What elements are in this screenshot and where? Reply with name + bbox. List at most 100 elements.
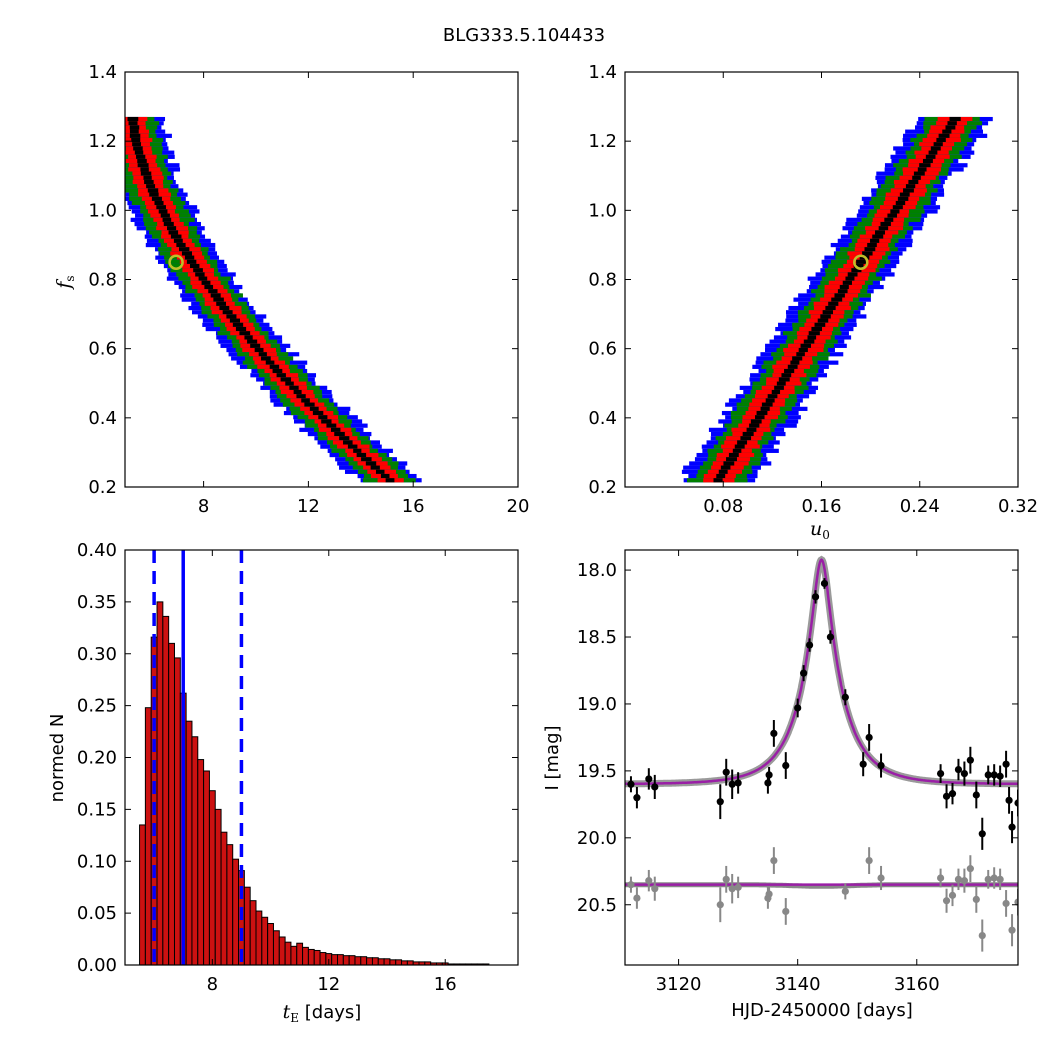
heatmap-cell-black bbox=[222, 310, 233, 315]
heatmap-cell-black bbox=[347, 444, 358, 449]
heatmap-cell-black bbox=[837, 289, 848, 294]
heatmap-cell-black bbox=[156, 205, 166, 210]
heatmap-cell-black bbox=[134, 150, 144, 155]
heatmap-cell-black bbox=[334, 431, 345, 437]
heatmap-cell-black bbox=[189, 263, 200, 269]
histogram-bar bbox=[371, 957, 379, 966]
data-point bbox=[942, 792, 951, 800]
y-tick-label: 0.00 bbox=[77, 955, 117, 976]
heatmap-cell-black bbox=[811, 326, 823, 332]
heatmap-cell-black bbox=[154, 200, 164, 206]
heatmap-cell-black bbox=[949, 116, 961, 122]
heatmap-cell-black bbox=[385, 478, 395, 483]
heatmap-cell-black bbox=[856, 259, 866, 264]
residual-point bbox=[996, 875, 1004, 883]
heatmap-cell-black bbox=[925, 154, 936, 159]
residual-point bbox=[627, 881, 635, 889]
heatmap-cell-black bbox=[293, 389, 302, 395]
heatmap-cell-black bbox=[258, 352, 267, 357]
histogram-bar bbox=[354, 956, 362, 966]
data-point bbox=[722, 768, 730, 776]
heatmap-cell-black bbox=[370, 465, 380, 470]
heatmap-cell-black bbox=[776, 381, 786, 386]
heatmap-cell-black bbox=[140, 167, 149, 172]
histogram-bar bbox=[156, 601, 164, 966]
heatmap-cell-black bbox=[132, 142, 141, 147]
data-point bbox=[1002, 760, 1010, 768]
residual-point bbox=[948, 891, 957, 899]
y-tick-label: 0.6 bbox=[88, 339, 117, 360]
heatmap-cell-black bbox=[181, 251, 193, 256]
heatmap-cell-black bbox=[897, 196, 909, 201]
y-axis-label: fs bbox=[53, 275, 77, 290]
heatmap-cell-black bbox=[261, 356, 271, 361]
heatmap-cell-black bbox=[853, 263, 864, 269]
histogram-bar bbox=[366, 957, 373, 966]
y-tick-label: 0.2 bbox=[588, 477, 617, 498]
histogram-bar bbox=[290, 945, 298, 966]
heatmap-cell-black bbox=[765, 398, 775, 403]
histogram-bar bbox=[313, 949, 321, 966]
heatmap-cell-black bbox=[928, 150, 938, 155]
histogram-bar bbox=[203, 770, 210, 966]
x-tick-label: 16 bbox=[402, 496, 425, 517]
x-tick-label: 12 bbox=[297, 496, 320, 517]
x-tick-label: 0.08 bbox=[703, 496, 743, 517]
heatmap-cell-black bbox=[204, 284, 214, 290]
histogram-bar bbox=[389, 959, 397, 966]
heatmap-cell-black bbox=[304, 402, 315, 407]
heatmap-cell-black bbox=[800, 343, 811, 348]
x-axis-label-sub: 0 bbox=[822, 528, 830, 542]
histogram-bar bbox=[168, 642, 175, 966]
heatmap-cells bbox=[125, 116, 422, 483]
heatmap-cell-black bbox=[285, 381, 294, 386]
heatmap-cell-black bbox=[339, 436, 350, 441]
data-point bbox=[782, 761, 790, 770]
heatmap-cell-black bbox=[781, 373, 792, 378]
data-point bbox=[954, 765, 963, 774]
heatmap-cell-black bbox=[247, 339, 258, 344]
data-point bbox=[800, 669, 808, 677]
heatmap-cell-black bbox=[919, 163, 931, 168]
x-axis-label: HJD-2450000 [days] bbox=[731, 1000, 913, 1021]
heatmap-cell-black bbox=[143, 175, 152, 180]
histogram-bar bbox=[144, 707, 152, 966]
x-tick-label: 0.16 bbox=[801, 496, 841, 517]
heatmap-cell-black bbox=[851, 268, 862, 273]
heatmap-cell-black bbox=[771, 389, 781, 395]
residual-point bbox=[716, 901, 724, 909]
heatmap-cell-black bbox=[746, 427, 757, 432]
y-tick-label: 0.10 bbox=[77, 851, 117, 872]
residual-point bbox=[990, 874, 998, 882]
heatmap-cell-black bbox=[163, 221, 174, 227]
data-point bbox=[633, 794, 641, 802]
histogram-bar bbox=[302, 946, 309, 966]
heatmap-cell-black bbox=[129, 133, 141, 138]
heatmap-cell-black bbox=[903, 188, 914, 193]
histogram-bar bbox=[197, 759, 205, 966]
heatmap-cell-black bbox=[774, 385, 784, 390]
histogram-bar bbox=[383, 958, 391, 966]
heatmap-cell-black bbox=[254, 347, 264, 353]
y-tick-label: 19.0 bbox=[577, 694, 617, 715]
heatmap-cell-black bbox=[845, 276, 855, 281]
heatmap-cell-black bbox=[365, 461, 377, 466]
heatmap-cell-black bbox=[716, 473, 726, 479]
residual-point bbox=[722, 875, 730, 883]
axes-frame bbox=[624, 71, 1019, 488]
histogram-bar bbox=[272, 930, 280, 966]
heatmap-cell-black bbox=[201, 280, 211, 285]
heatmap-cell-black bbox=[330, 427, 341, 432]
data-point bbox=[811, 593, 820, 601]
residual-point bbox=[782, 907, 790, 916]
residual-point bbox=[728, 885, 736, 893]
heatmap-cell-black bbox=[790, 360, 800, 365]
heatmap-cell-black bbox=[128, 121, 138, 126]
heatmap-cell-black bbox=[321, 419, 332, 424]
heatmap-cell-black bbox=[151, 196, 162, 201]
heatmap-cell-black bbox=[186, 259, 197, 264]
data-point bbox=[1008, 823, 1016, 831]
panel-fs-vs-u0: 0.08 0.16 0.24 0.32 0.2 0.4 0.6 0.8 1.0 1.2 1.4 u0 bbox=[588, 62, 1038, 542]
residual-point bbox=[1002, 899, 1010, 908]
heatmap-cell-black bbox=[930, 146, 941, 151]
